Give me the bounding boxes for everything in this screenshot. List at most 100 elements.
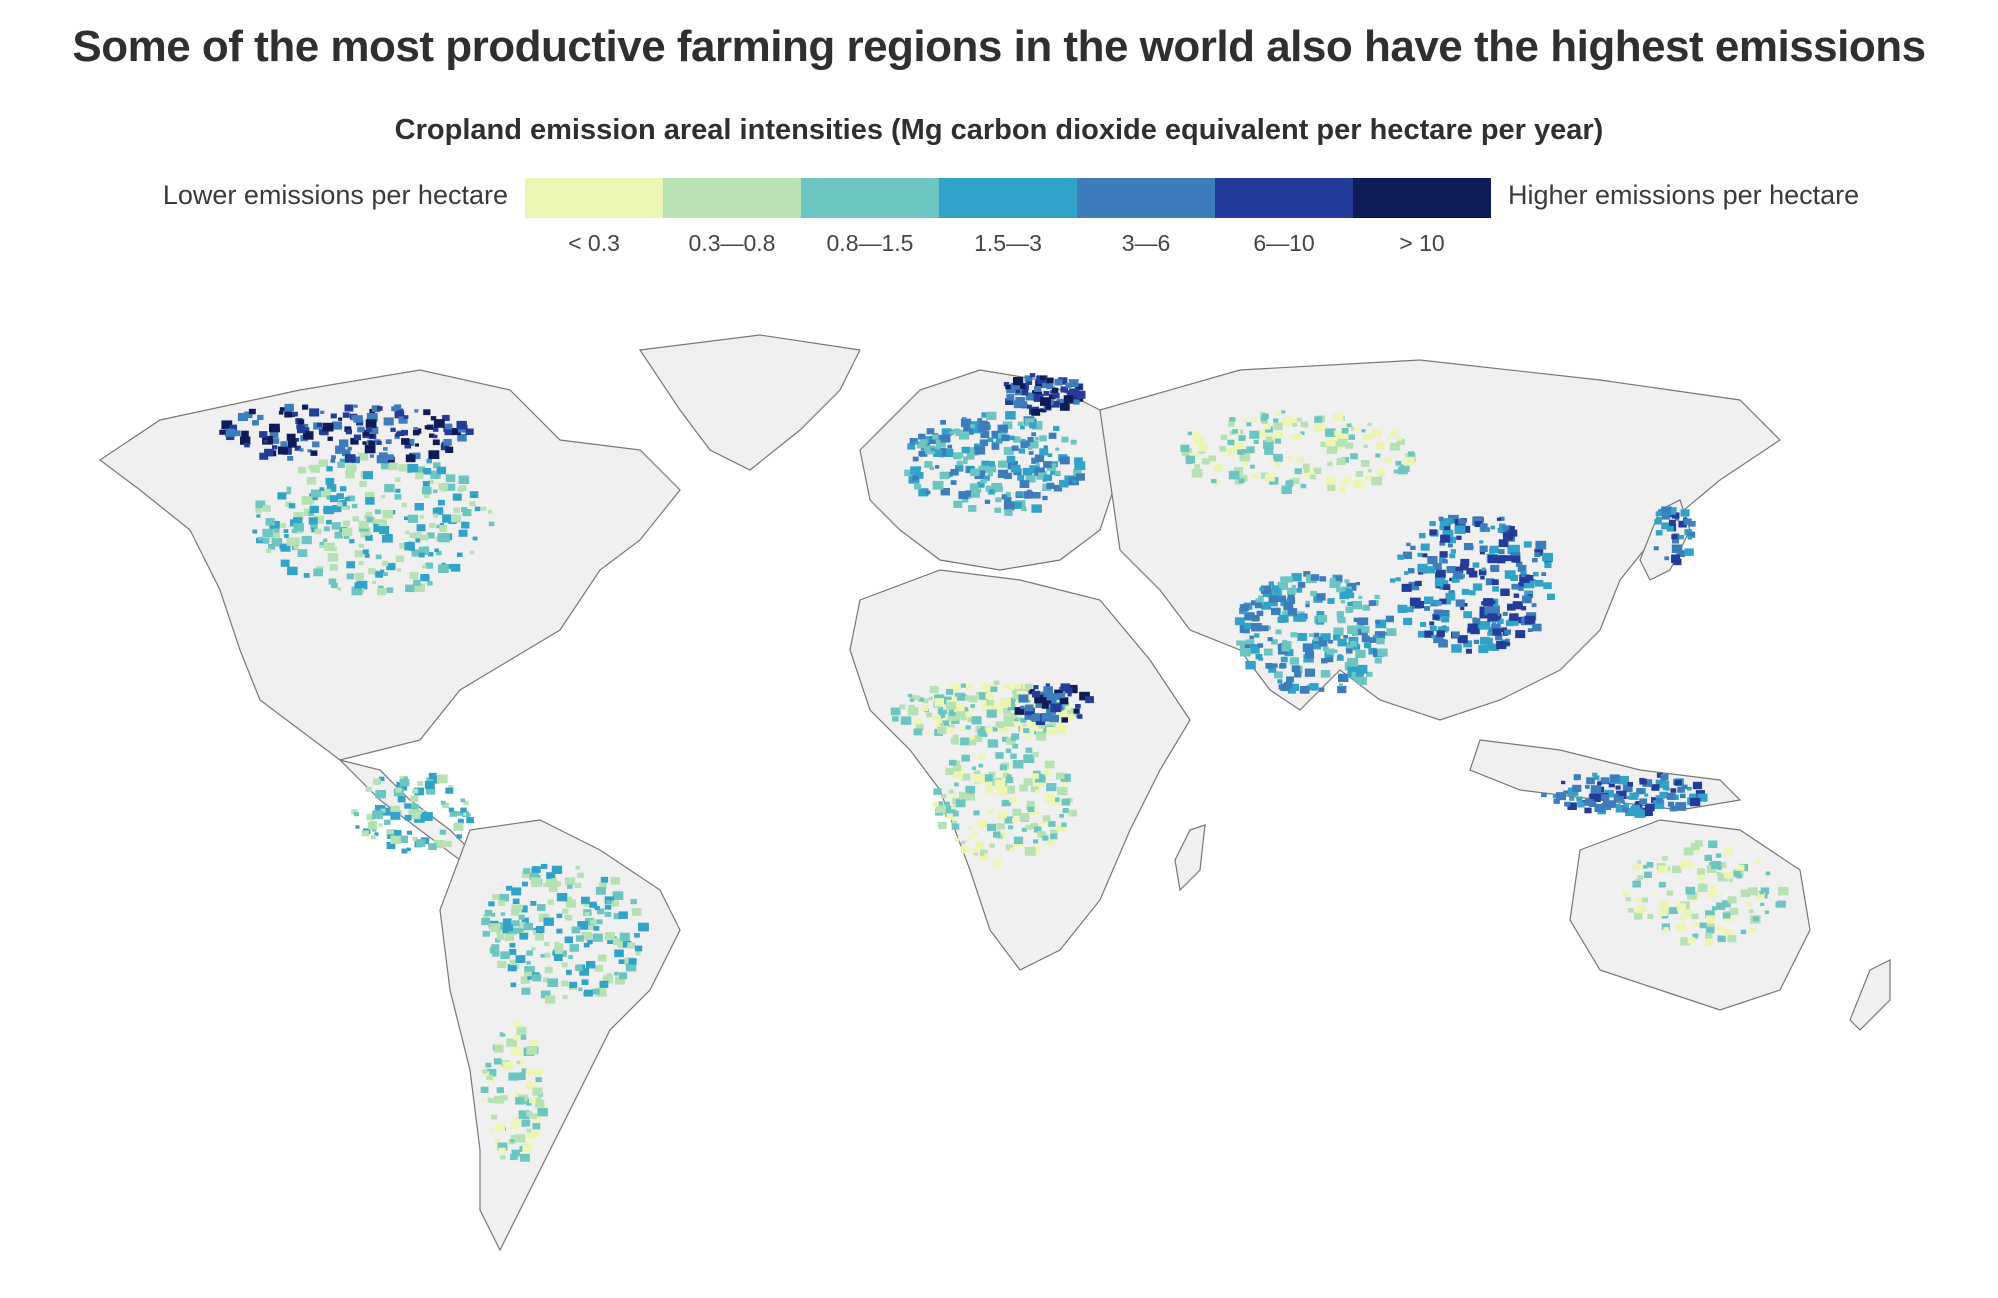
cropland-cell <box>1050 693 1060 701</box>
cropland-cell <box>1668 519 1676 526</box>
cropland-cell <box>1393 469 1399 474</box>
cropland-cell <box>284 403 294 412</box>
cropland-cell <box>525 1069 534 1076</box>
cropland-cell <box>1285 417 1297 427</box>
cropland-cell <box>1643 871 1652 878</box>
cropland-cell <box>342 504 349 510</box>
cropland-cell <box>1653 800 1665 809</box>
cropland-cell <box>287 456 294 461</box>
cropland-cell <box>1567 802 1577 810</box>
cropland-cell <box>945 689 954 695</box>
cropland-cell <box>1680 914 1686 920</box>
cropland-cell <box>364 553 370 558</box>
cropland-cell <box>907 693 913 698</box>
cropland-cell <box>1360 460 1370 467</box>
cropland-cell <box>526 961 531 965</box>
cropland-cell <box>401 502 407 508</box>
cropland-cell <box>1653 546 1659 551</box>
cropland-cell <box>1010 736 1017 741</box>
cropland-cell <box>928 430 933 434</box>
cropland-cell <box>535 1100 545 1108</box>
cropland-cell <box>512 1117 522 1124</box>
cropland-cell <box>1346 589 1353 594</box>
cropland-cell <box>1238 478 1245 484</box>
cropland-cell <box>1349 641 1357 647</box>
cropland-cell <box>284 534 289 538</box>
cropland-cell <box>500 912 506 916</box>
cropland-cell <box>1009 435 1015 441</box>
cropland-cell <box>362 429 371 436</box>
cropland-cell <box>357 426 365 433</box>
cropland-cell <box>268 544 276 550</box>
cropland-cell <box>1025 379 1033 385</box>
cropland-cell <box>1760 902 1765 906</box>
legend-bin-label: 1.5—3 <box>974 230 1042 256</box>
cropland-cell <box>1194 464 1201 469</box>
cropland-cell <box>1003 683 1011 690</box>
cropland-cell <box>981 702 991 711</box>
cropland-cell <box>306 477 317 485</box>
cropland-cell <box>587 940 593 945</box>
cropland-cell <box>1704 854 1713 861</box>
cropland-cell <box>351 809 358 814</box>
cropland-cell <box>1687 937 1696 944</box>
cropland-cell <box>995 497 1002 503</box>
cropland-cell <box>1487 631 1493 636</box>
cropland-cell <box>1337 617 1346 624</box>
cropland-cell <box>941 794 947 799</box>
cropland-cell <box>1491 579 1499 585</box>
cropland-cell <box>504 924 513 932</box>
cropland-cell <box>269 529 280 538</box>
cropland-cell <box>1023 778 1033 786</box>
cropland-cell <box>1035 774 1046 783</box>
cropland-cell <box>339 458 346 464</box>
cropland-cell <box>1040 375 1046 381</box>
cropland-cell <box>600 876 609 883</box>
cropland-cell <box>979 854 988 861</box>
cropland-cell <box>954 703 965 713</box>
cropland-cell <box>952 734 959 740</box>
cropland-cell <box>1403 617 1413 626</box>
cropland-cell <box>1035 717 1046 726</box>
cropland-cell <box>493 1058 502 1065</box>
cropland-cell <box>1046 482 1055 489</box>
cropland-cell <box>1281 644 1291 652</box>
cropland-cell <box>372 580 377 585</box>
cropland-cell <box>1009 384 1020 393</box>
cropland-cell <box>910 694 916 699</box>
cropland-cell <box>1662 786 1668 791</box>
cropland-cell <box>1025 704 1034 712</box>
cropland-cell <box>1327 461 1333 466</box>
cropland-cell <box>907 443 916 450</box>
cropland-cell <box>1569 796 1575 801</box>
cropland-cell <box>1564 801 1571 807</box>
cropland-cell <box>1542 552 1553 562</box>
cropland-cell <box>1028 393 1034 398</box>
cropland-cell <box>596 919 603 925</box>
cropland-cell <box>429 433 435 438</box>
cropland-cell <box>618 911 628 919</box>
cropland-cell <box>962 694 967 698</box>
cropland-cell <box>1040 397 1051 406</box>
cropland-cell <box>1733 870 1741 877</box>
cropland-cell <box>953 837 960 842</box>
cropland-cell <box>1531 603 1537 608</box>
cropland-cell <box>1436 601 1442 606</box>
cropland-cell <box>1507 545 1518 555</box>
cropland-cell <box>256 537 263 544</box>
cropland-cell <box>1017 421 1023 426</box>
cropland-cell <box>1063 395 1074 403</box>
cropland-cell <box>526 1128 532 1133</box>
legend-bin-label: 0.3—0.8 <box>688 230 776 256</box>
cropland-cell <box>1337 638 1347 647</box>
cropland-cell <box>347 495 355 502</box>
cropland-cell <box>582 970 589 976</box>
legend-bin-label: 6—10 <box>1253 230 1315 256</box>
cropland-cell <box>986 411 997 420</box>
cropland-cell <box>984 853 989 857</box>
cropland-cell <box>514 1092 521 1098</box>
cropland-cell <box>1364 475 1372 482</box>
cropland-cell <box>421 812 433 821</box>
cropland-cell <box>593 926 600 931</box>
cropland-cell <box>465 428 474 435</box>
